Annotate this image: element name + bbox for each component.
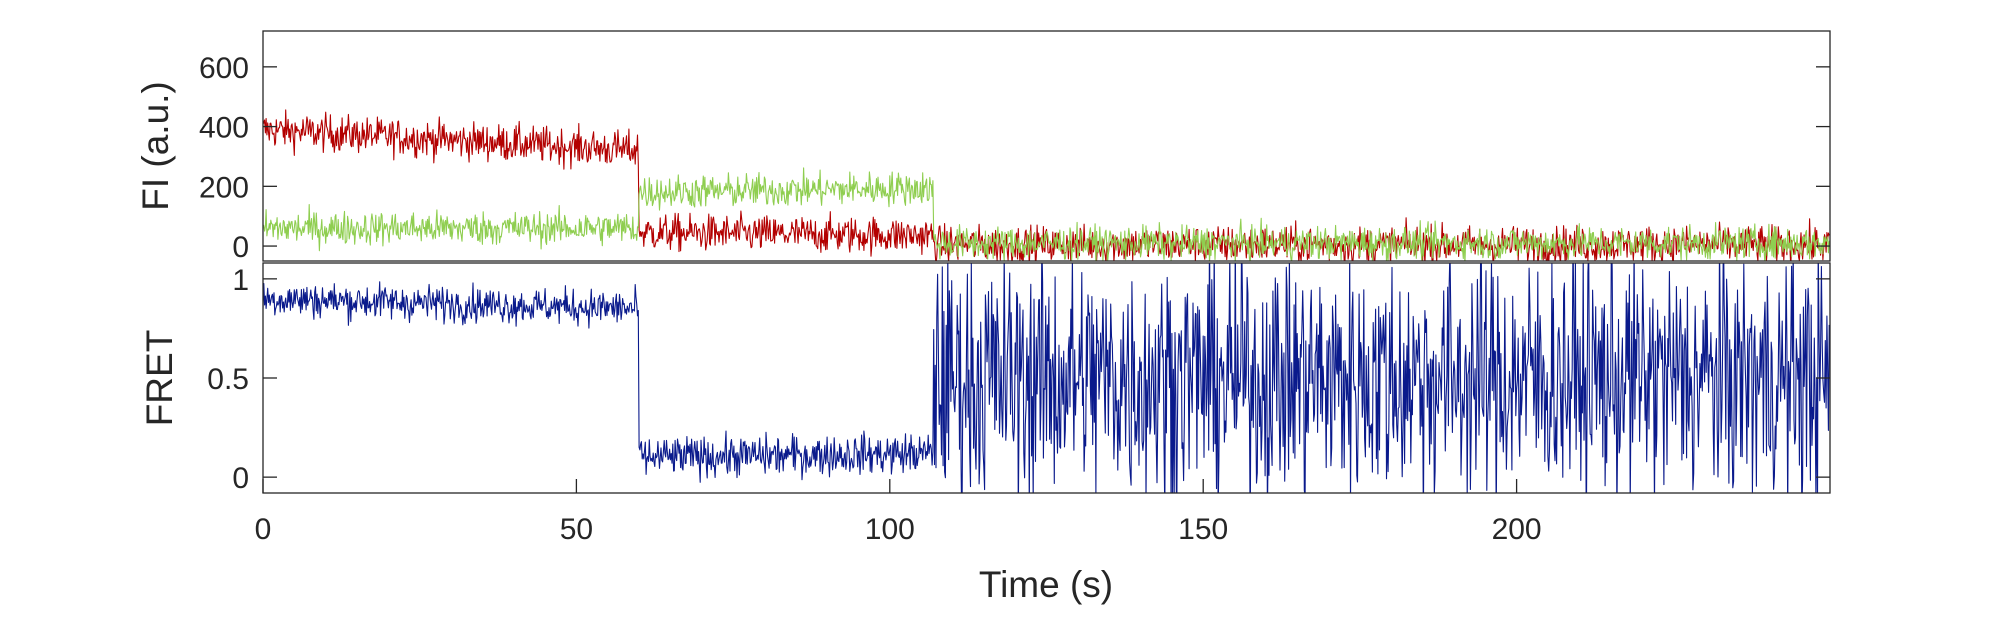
intensity-panel: 0 200 400 600 FI (a.u.) (135, 30, 1831, 264)
y-tick-label: 400 (199, 112, 249, 145)
y-tick-label: 0.5 (207, 363, 249, 396)
y-tick-label: 600 (199, 52, 249, 85)
intensity-y-axis-label: FI (a.u.) (135, 81, 176, 211)
x-tick-label: 50 (560, 513, 593, 546)
intensity-plot-frame (262, 30, 1831, 262)
x-tick-label: 200 (1492, 513, 1542, 546)
x-axis-label: Time (s) (979, 564, 1113, 605)
y-tick-label: 0 (232, 462, 249, 495)
fret-panel: 0 0.5 1 0 50 100 150 200 FRET Time (s) (139, 262, 1831, 605)
x-tick-label: 0 (255, 513, 272, 546)
x-tick-label: 100 (865, 513, 915, 546)
donor-intensity-trace (263, 167, 1830, 261)
fret-efficiency-trace (263, 263, 1830, 493)
x-tick-label: 150 (1178, 513, 1228, 546)
y-tick-label: 200 (199, 171, 249, 204)
y-tick-label: 1 (232, 264, 249, 297)
y-tick-label: 0 (232, 231, 249, 264)
fret-y-axis-label: FRET (139, 330, 180, 427)
